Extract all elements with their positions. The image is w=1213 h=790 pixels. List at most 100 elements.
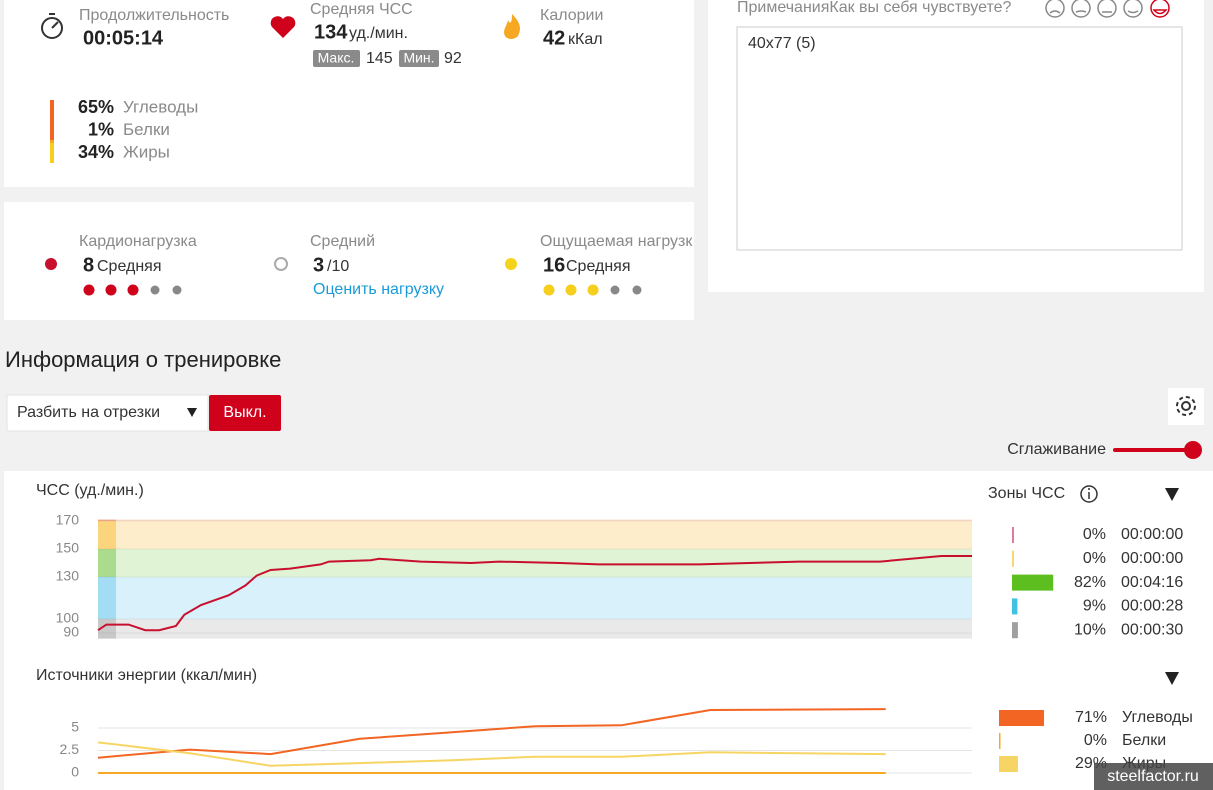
mood-faces[interactable]	[1045, 0, 1170, 18]
gear-icon	[1176, 396, 1196, 416]
hr-value: 134	[314, 21, 348, 43]
y-tick-label: 100	[56, 610, 80, 626]
macro-bar	[50, 100, 54, 140]
zone-strip	[98, 549, 116, 577]
cal-value: 42	[543, 27, 565, 49]
legend-edge	[999, 756, 1001, 772]
watermark-bg	[1094, 763, 1213, 790]
series-line	[97, 555, 972, 632]
legend-bar	[1000, 710, 1045, 726]
zone-bar	[1013, 622, 1018, 639]
rpe-scale: /10	[327, 258, 349, 275]
zones-title: Зоны ЧСС	[988, 485, 1065, 502]
cardio-level: Средняя	[97, 258, 162, 275]
zone-time: 00:00:00	[1121, 550, 1183, 567]
zone-percent: 0%	[1083, 526, 1106, 543]
hr-unit: уд./мин.	[349, 25, 408, 42]
max-value: 145	[366, 50, 393, 67]
zone-band	[98, 619, 972, 639]
perceived-dot	[505, 258, 517, 270]
cardio-label: Кардионагрузка	[79, 233, 197, 250]
notes-label: Примечания	[737, 0, 829, 16]
zones-collapse[interactable]	[1165, 488, 1179, 501]
load-card	[4, 202, 694, 320]
toggle-label: Выкл.	[223, 404, 266, 421]
perceived-level: Средняя	[566, 258, 631, 275]
legend-name: Белки	[1122, 732, 1166, 749]
zone-percent: 0%	[1083, 550, 1106, 567]
macro-percent: 1%	[88, 119, 114, 139]
zone-band	[98, 577, 972, 619]
energy-chart-title: Источники энергии (ккал/мин)	[36, 667, 257, 684]
cardio-level-dots	[83, 284, 182, 296]
max-label: Макс.	[318, 50, 355, 66]
y-tick-label: 150	[56, 540, 80, 556]
zone-edge	[1012, 527, 1014, 543]
zone-strip	[98, 519, 116, 521]
settings-button[interactable]	[1168, 388, 1204, 425]
zone-band	[98, 521, 972, 549]
zone-edge	[1012, 550, 1014, 567]
hr-chart-title: ЧСС (уд./мин.)	[36, 482, 144, 499]
section-title: Информация о тренировке	[5, 347, 281, 372]
min-badge	[399, 50, 439, 67]
duration-label: Продолжительность	[79, 7, 229, 24]
notes-header: ПримечанияКак вы себя чувствуете?	[737, 0, 1011, 16]
heart-icon	[270, 16, 296, 38]
macro-name: Углеводы	[123, 97, 198, 116]
smoothing-label: Сглаживание	[1007, 441, 1106, 458]
macro-name: Жиры	[123, 142, 170, 161]
macros: 65% Углеводы 1% Белки 34% Жиры	[50, 97, 198, 163]
dropdown-arrow	[187, 408, 197, 417]
duration-value: 00:05:14	[83, 27, 164, 49]
zone-time: 00:04:16	[1121, 574, 1183, 591]
y-tick-label: 130	[56, 568, 80, 584]
perceived-label: Ощущаемая нагрузк	[540, 233, 693, 250]
hr-label: Средняя ЧСС	[310, 1, 413, 18]
perceived-level-dots	[543, 284, 642, 296]
zone-time: 00:00:28	[1121, 598, 1183, 615]
feeling-question: Как вы себя чувствуете?	[829, 0, 1011, 16]
energy-collapse[interactable]	[1165, 672, 1179, 685]
legend-edge	[999, 710, 1001, 726]
zone-bar	[1013, 598, 1018, 615]
macro-bar	[50, 140, 54, 143]
smoothing-knob[interactable]	[1184, 441, 1202, 459]
legend-bar	[1000, 756, 1018, 772]
macro-percent: 34%	[78, 142, 114, 162]
legend-edge	[999, 733, 1001, 749]
stopwatch-icon	[41, 13, 63, 39]
series-line	[97, 708, 886, 759]
rpe-value: 3	[313, 254, 324, 276]
y-tick-label: 170	[56, 512, 80, 528]
summary-card	[4, 0, 694, 187]
cal-unit: кКал	[568, 31, 603, 48]
notes-text: 40x77 (5)	[748, 35, 816, 52]
rpe-dot	[274, 257, 288, 271]
min-value: 92	[444, 50, 462, 67]
y-tick-label: 90	[63, 624, 79, 640]
zone-percent: 9%	[1083, 598, 1106, 615]
split-dropdown[interactable]	[6, 394, 209, 432]
info-icon[interactable]	[1080, 485, 1098, 503]
macro-percent: 65%	[78, 97, 114, 117]
toggle-button[interactable]	[209, 395, 281, 431]
macro-name: Белки	[123, 120, 170, 139]
zone-time: 00:00:30	[1121, 621, 1183, 638]
cardio-value: 8	[83, 254, 94, 276]
zone-strip	[98, 577, 116, 619]
max-badge	[313, 50, 360, 67]
series-line	[97, 741, 886, 767]
y-tick-label: 2.5	[60, 741, 80, 757]
min-label: Мин.	[403, 50, 434, 66]
legend-name: Углеводы	[1122, 709, 1193, 726]
rate-load-link[interactable]: Оценить нагрузку	[313, 281, 444, 298]
macro-bar	[50, 143, 54, 163]
zone-time: 00:00:00	[1121, 526, 1183, 543]
zone-percent: 10%	[1074, 621, 1106, 638]
cal-label: Калории	[540, 7, 603, 24]
notes-textarea[interactable]	[736, 26, 1183, 251]
flame-icon	[504, 14, 520, 39]
y-tick-label: 5	[71, 719, 79, 735]
